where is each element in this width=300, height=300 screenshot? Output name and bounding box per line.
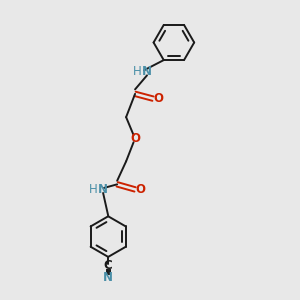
Text: N: N <box>103 271 113 284</box>
Text: H: H <box>133 65 142 78</box>
Text: H: H <box>89 183 98 196</box>
Text: N: N <box>98 183 108 196</box>
Text: O: O <box>153 92 163 105</box>
Text: O: O <box>130 132 140 145</box>
Text: N: N <box>142 65 152 78</box>
Text: O: O <box>135 183 145 196</box>
Text: C: C <box>104 259 112 272</box>
